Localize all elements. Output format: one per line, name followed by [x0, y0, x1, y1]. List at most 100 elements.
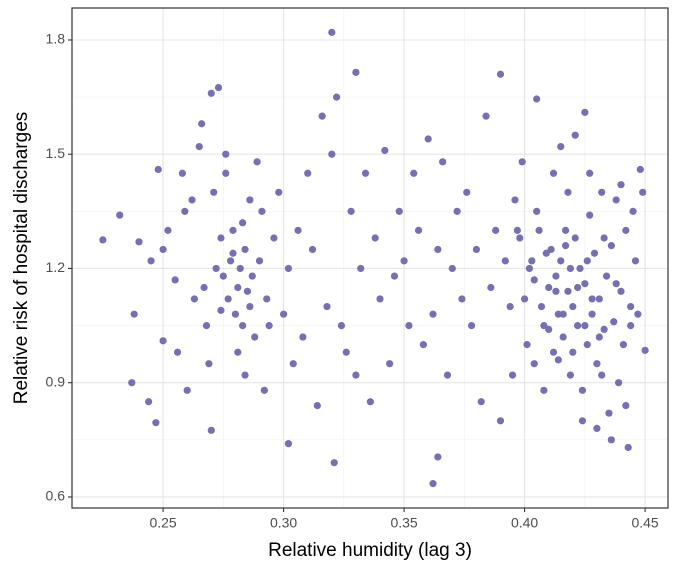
point — [521, 295, 529, 303]
point — [511, 196, 519, 204]
point — [280, 310, 288, 318]
point — [595, 295, 603, 303]
point — [463, 188, 471, 196]
point — [226, 257, 235, 265]
point — [588, 310, 596, 318]
point — [634, 310, 642, 318]
point — [593, 424, 601, 433]
point — [395, 207, 403, 215]
point — [627, 302, 635, 311]
point — [328, 28, 336, 36]
point — [289, 360, 297, 368]
point — [607, 436, 615, 444]
point — [330, 459, 338, 467]
point — [501, 257, 509, 265]
point — [631, 257, 640, 265]
point — [207, 89, 215, 97]
point — [508, 371, 517, 379]
point — [574, 283, 582, 292]
point — [270, 234, 278, 242]
point — [641, 346, 649, 354]
point — [598, 371, 606, 379]
point — [549, 348, 558, 356]
point — [595, 333, 603, 341]
point — [607, 242, 615, 250]
point — [371, 234, 379, 242]
y-tick-label: 1.5 — [46, 145, 66, 161]
point — [361, 169, 370, 177]
point — [154, 165, 162, 174]
point — [593, 360, 601, 368]
point — [545, 325, 553, 334]
y-axis-title: Relative risk of hospital discharges — [11, 112, 32, 405]
point — [467, 321, 476, 330]
point — [472, 245, 481, 254]
point — [617, 181, 625, 189]
point — [429, 480, 437, 488]
point — [313, 401, 321, 410]
point — [410, 169, 418, 177]
point — [239, 219, 247, 227]
point — [564, 188, 572, 196]
point — [424, 135, 432, 143]
point — [222, 150, 230, 158]
point — [492, 226, 500, 234]
point — [337, 321, 346, 330]
point — [222, 169, 230, 177]
point — [130, 310, 138, 318]
point — [545, 283, 553, 292]
point — [323, 302, 331, 311]
point — [275, 188, 283, 196]
point — [528, 257, 536, 265]
point — [439, 158, 447, 166]
point — [533, 95, 541, 103]
point — [241, 371, 249, 379]
point — [557, 257, 565, 265]
point — [210, 188, 218, 196]
point — [284, 264, 293, 273]
point — [578, 417, 587, 425]
point — [518, 158, 526, 166]
point — [246, 196, 254, 204]
point — [600, 234, 608, 242]
x-axis-title: Relative humidity (lag 3) — [268, 540, 472, 561]
point — [400, 257, 408, 265]
point — [535, 226, 543, 234]
point — [590, 249, 599, 257]
point — [214, 83, 223, 92]
y-tick-label: 1.8 — [46, 31, 66, 47]
point — [239, 321, 247, 330]
point — [135, 238, 143, 246]
point — [390, 272, 399, 280]
point — [229, 226, 237, 234]
point — [458, 295, 466, 303]
point — [561, 226, 570, 234]
point — [622, 401, 630, 410]
point — [482, 112, 490, 120]
point — [622, 226, 630, 234]
point — [496, 417, 505, 425]
point — [308, 245, 317, 254]
point — [248, 272, 256, 280]
point — [629, 207, 637, 215]
point — [600, 325, 608, 334]
point — [265, 321, 273, 330]
point — [547, 245, 555, 254]
point — [540, 386, 548, 394]
point — [386, 360, 394, 368]
point — [347, 207, 355, 215]
plot-border — [71, 7, 669, 509]
point — [612, 196, 620, 204]
point — [188, 196, 196, 204]
point — [523, 341, 531, 349]
point — [537, 302, 546, 311]
point — [557, 143, 565, 151]
point — [183, 386, 191, 394]
point — [212, 264, 220, 273]
point — [195, 143, 203, 151]
point — [552, 272, 560, 280]
point — [566, 371, 574, 379]
point — [376, 295, 384, 303]
point — [217, 234, 225, 242]
